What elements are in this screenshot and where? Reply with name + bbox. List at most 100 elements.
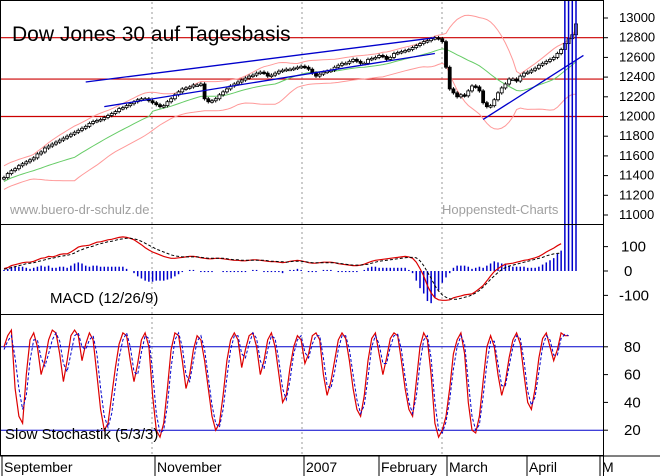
price-y-ticks: 13000 12800 12600 12400 12200 12000 11800 11600… <box>603 10 655 222</box>
candle-body <box>72 131 77 135</box>
stochastic-reference-lines <box>0 346 603 431</box>
price-tick-label: 11800 <box>619 128 654 143</box>
candle-body <box>250 74 255 78</box>
price-tick-label: 11200 <box>619 187 654 202</box>
candle-body <box>451 88 456 94</box>
candle-body <box>462 94 467 97</box>
candle-body <box>180 88 185 93</box>
x-tick-label: 2007 <box>306 459 337 475</box>
candle-body <box>31 157 36 161</box>
candle-body <box>470 85 474 92</box>
candle-body <box>306 66 311 70</box>
lower-trendline <box>104 52 435 108</box>
candle-body <box>161 105 166 108</box>
stochastic-d-line <box>3 331 569 434</box>
candle-body <box>314 72 318 77</box>
candle-body <box>418 43 422 46</box>
price-panel: Dow Jones 30 auf Tagesbasis www.buero-dr… <box>0 10 655 222</box>
candle-body <box>28 159 32 163</box>
candle-body <box>124 105 129 109</box>
candle-body <box>354 58 359 62</box>
candle-body <box>288 68 292 72</box>
candle-body <box>247 75 252 79</box>
candle-body <box>57 139 62 143</box>
candle-body <box>276 70 281 74</box>
candle-body <box>336 64 341 68</box>
candle-body <box>295 66 300 70</box>
macd-line <box>3 236 562 301</box>
candle-body <box>42 147 47 153</box>
candle-body <box>444 41 448 68</box>
candle-body <box>429 38 434 42</box>
candle-body <box>299 65 304 69</box>
candle-body <box>2 177 6 180</box>
candle-body <box>198 83 203 86</box>
price-tick-label: 11600 <box>619 148 654 163</box>
candle-body <box>195 84 200 87</box>
candle-body <box>529 69 534 73</box>
candle-body <box>217 94 222 100</box>
moving-average <box>3 48 577 182</box>
candle-body <box>206 98 211 103</box>
candle-body <box>458 94 463 98</box>
candle-body <box>466 90 471 97</box>
candle-body <box>384 56 389 60</box>
candle-body <box>421 41 426 45</box>
candle-body <box>477 86 482 92</box>
candle-body <box>503 83 508 89</box>
candle-body <box>559 49 564 54</box>
candle-body <box>510 78 515 81</box>
candle-body <box>87 122 92 127</box>
rising-trendline <box>482 54 584 121</box>
lower-band <box>3 62 577 190</box>
candle-body <box>343 62 348 66</box>
watermark-right: Hoppenstedt-Charts <box>442 202 559 217</box>
candle-body <box>236 81 240 85</box>
candle-body <box>373 57 378 60</box>
candle-body <box>158 104 162 108</box>
candle-body <box>492 99 497 107</box>
candle-body <box>106 115 110 118</box>
candle-body <box>551 57 556 60</box>
candle-body <box>187 86 192 89</box>
candle-body <box>280 69 285 73</box>
upper-band <box>3 14 577 167</box>
candle-body <box>403 50 408 53</box>
candle-body <box>46 145 51 149</box>
candle-body <box>239 79 244 83</box>
candle-body <box>191 84 196 88</box>
candle-body <box>35 153 40 159</box>
candle-body <box>54 141 58 145</box>
x-tick-label: March <box>449 459 488 475</box>
stochastic-k-line <box>3 328 569 439</box>
candle-body <box>213 98 218 102</box>
candle-body <box>436 37 441 40</box>
candle-body <box>321 71 326 75</box>
chart-title: Dow Jones 30 auf Tagesbasis <box>12 23 291 46</box>
candle-body <box>221 91 226 96</box>
x-tick-label: April <box>529 459 557 475</box>
candle-body <box>544 60 549 64</box>
candle-body <box>481 90 486 104</box>
bollinger-bands <box>3 14 577 190</box>
candle-body <box>50 143 55 147</box>
candle-body <box>522 72 526 77</box>
upper-trendline <box>85 37 435 83</box>
candle-body <box>224 88 229 93</box>
candle-body <box>414 45 419 48</box>
candle-body <box>302 65 307 69</box>
price-tick-label: 11000 <box>619 207 654 222</box>
candle-body <box>9 170 14 175</box>
candle-body <box>425 40 430 43</box>
candle-body <box>317 73 322 77</box>
stochastic-y-ticks: 80 60 40 20 <box>603 339 641 439</box>
macd-tick-label: 100 <box>621 239 646 256</box>
candle-body <box>340 62 344 66</box>
candle-body <box>20 163 25 167</box>
stochastic-tick-label: 60 <box>624 367 641 384</box>
candle-body <box>291 67 296 71</box>
x-tick-label: February <box>381 459 437 475</box>
candle-body <box>540 62 545 66</box>
candle-body <box>169 98 174 103</box>
